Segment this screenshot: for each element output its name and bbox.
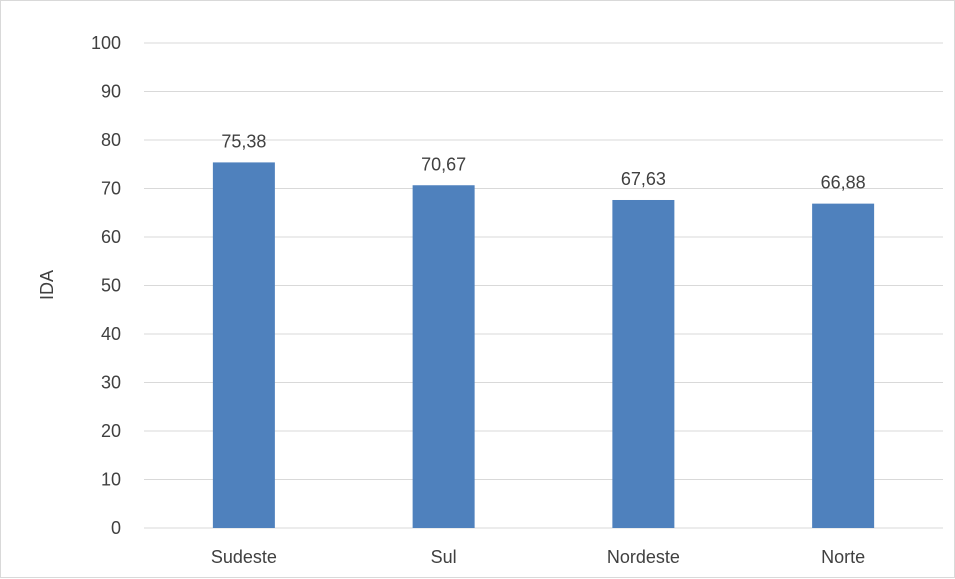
y-tick-label: 40 <box>101 324 121 344</box>
bar-value-label: 70,67 <box>421 154 466 174</box>
bar-value-label: 67,63 <box>621 169 666 189</box>
bar <box>612 199 675 528</box>
bar <box>812 203 875 528</box>
x-category-label: Norte <box>821 547 865 567</box>
y-tick-label: 0 <box>111 518 121 538</box>
y-tick-label: 100 <box>91 33 121 53</box>
y-tick-label: 70 <box>101 179 121 199</box>
data-labels: 75,38 70,67 67,63 66,88 <box>221 131 865 192</box>
y-tick-label: 60 <box>101 227 121 247</box>
y-tick-label: 20 <box>101 421 121 441</box>
y-tick-label: 80 <box>101 130 121 150</box>
y-tick-label: 50 <box>101 276 121 296</box>
bar <box>212 162 275 529</box>
y-axis-ticks: 0 10 20 30 40 50 60 70 80 90 100 <box>91 33 121 538</box>
bar <box>412 185 475 529</box>
gridlines <box>144 42 943 529</box>
y-axis-title: IDA <box>37 270 57 300</box>
x-axis-categories: Sudeste Sul Nordeste Norte <box>211 547 865 567</box>
y-tick-label: 90 <box>101 82 121 102</box>
x-category-label: Sudeste <box>211 547 277 567</box>
x-category-label: Nordeste <box>607 547 680 567</box>
y-tick-label: 30 <box>101 373 121 393</box>
bar-value-label: 75,38 <box>221 131 266 151</box>
bar-value-label: 66,88 <box>821 173 866 193</box>
y-tick-label: 10 <box>101 470 121 490</box>
bars <box>212 162 875 529</box>
x-category-label: Sul <box>431 547 457 567</box>
